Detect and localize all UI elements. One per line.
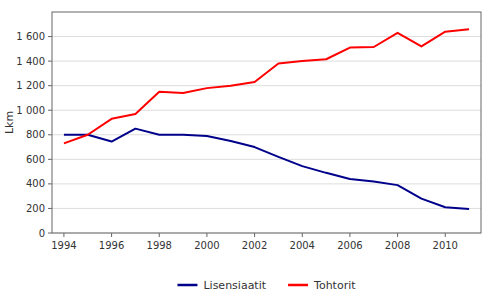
x-axis: 1994 1996 1998 2000 2002 2004 2006 2008 2010 <box>51 233 458 251</box>
x-tick <box>159 233 160 237</box>
y-axis-label: Lkm <box>3 111 16 134</box>
x-tick-label: 1998 <box>147 240 172 251</box>
x-tick-label: 1996 <box>99 240 124 251</box>
legend-swatch <box>177 284 197 287</box>
y-tick-label: 1 400 <box>16 56 45 67</box>
series-line <box>64 29 469 143</box>
y-tick <box>48 183 52 184</box>
legend-label: Lisensiaatit <box>203 279 266 292</box>
plot-frame <box>52 12 481 233</box>
y-tick-label: 1 600 <box>16 31 45 42</box>
y-tick <box>48 134 52 135</box>
legend-label: Tohtorit <box>313 279 356 292</box>
y-tick <box>48 110 52 111</box>
legend-swatch <box>288 284 308 287</box>
grid-line <box>52 61 481 62</box>
chart-svg: 02004006008001 0001 2001 4001 6001994199… <box>0 0 495 305</box>
series-line <box>64 129 469 209</box>
legend-item: Lisensiaatit <box>177 279 266 292</box>
plot-background <box>52 12 481 233</box>
y-tick-label: 800 <box>26 129 45 140</box>
y-tick-label: 1 200 <box>16 80 45 91</box>
x-tick <box>349 233 350 237</box>
y-tick <box>48 159 52 160</box>
y-grid <box>52 37 481 233</box>
x-tick-label: 2010 <box>433 240 458 251</box>
grid-line <box>52 159 481 160</box>
grid-line <box>52 208 481 209</box>
x-tick-label: 2008 <box>385 240 410 251</box>
grid-line <box>52 36 481 37</box>
y-tick-label: 200 <box>26 203 45 214</box>
legend: Lisensiaatit Tohtorit <box>177 279 356 292</box>
y-tick-label: 400 <box>26 178 45 189</box>
x-tick <box>254 233 255 237</box>
y-tick <box>48 61 52 62</box>
y-tick <box>48 36 52 37</box>
x-tick-label: 2000 <box>194 240 219 251</box>
x-tick-label: 2002 <box>242 240 267 251</box>
grid-line <box>52 134 481 135</box>
grid-line <box>52 85 481 86</box>
y-tick <box>48 233 52 234</box>
x-tick <box>63 233 64 237</box>
x-tick <box>302 233 303 237</box>
grid-line <box>52 110 481 111</box>
y-axis: 0 200 400 600 800 1 000 1 200 1 400 1 600 <box>16 31 52 238</box>
legend-item: Tohtorit <box>288 279 356 292</box>
x-tick <box>445 233 446 237</box>
x-tick-label: 1994 <box>51 240 76 251</box>
x-tick <box>111 233 112 237</box>
y-tick-label: 0 <box>39 228 45 239</box>
series-lines <box>64 29 469 209</box>
y-tick <box>48 208 52 209</box>
x-tick <box>397 233 398 237</box>
x-tick <box>206 233 207 237</box>
x-tick-label: 2006 <box>337 240 362 251</box>
x-tick-label: 2004 <box>290 240 315 251</box>
y-tick <box>48 85 52 86</box>
y-tick-label: 1 000 <box>16 105 45 116</box>
chart-container: 02004006008001 0001 2001 4001 6001994199… <box>0 0 495 305</box>
y-tick-label: 600 <box>26 154 45 165</box>
grid-line <box>52 183 481 184</box>
